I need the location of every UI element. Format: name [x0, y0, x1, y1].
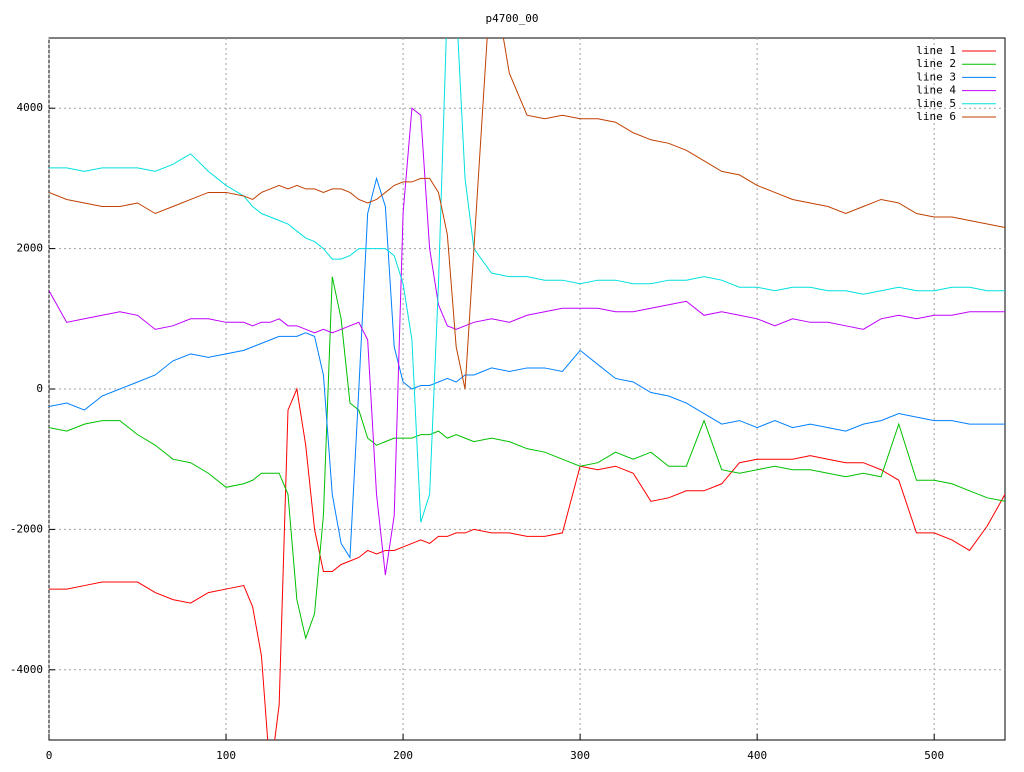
y-tick-label: -2000	[10, 522, 43, 535]
y-tick-label: 4000	[17, 101, 44, 114]
x-tick-label: 200	[393, 749, 413, 762]
chart-title: p4700_00	[486, 12, 539, 25]
y-tick-label: 0	[36, 382, 43, 395]
legend-label: line 4	[916, 84, 956, 97]
series-line	[49, 387, 1005, 740]
series-line	[49, 276, 1005, 640]
series-line	[49, 38, 1005, 390]
x-tick-label: 0	[46, 749, 53, 762]
x-tick-label: 300	[570, 749, 590, 762]
legend-label: line 1	[916, 44, 956, 57]
legend-label: line 2	[916, 57, 956, 70]
legend-label: line 3	[916, 70, 956, 83]
legend-label: line 5	[916, 97, 956, 110]
series-line	[49, 38, 1005, 523]
legend-label: line 6	[916, 110, 956, 123]
series-line	[49, 107, 1005, 576]
series-line	[49, 176, 1005, 560]
x-tick-label: 100	[216, 749, 236, 762]
y-tick-label: -4000	[10, 663, 43, 676]
x-tick-label: 500	[924, 749, 944, 762]
y-tick-label: 2000	[17, 242, 44, 255]
x-tick-label: 400	[747, 749, 767, 762]
